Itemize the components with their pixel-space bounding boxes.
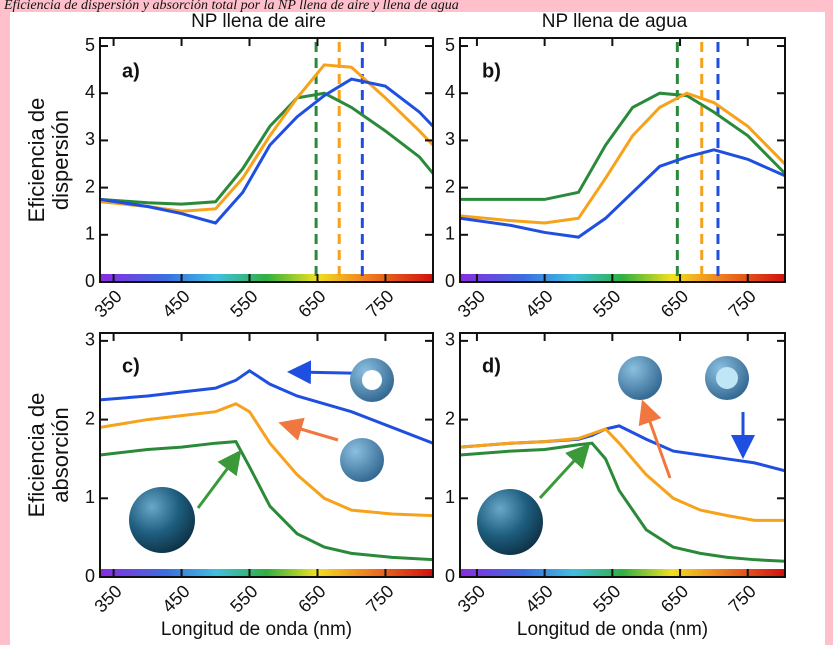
plot-area — [460, 424, 785, 563]
x-axis-label: Longitud de onda (nm) — [161, 619, 352, 640]
series-line — [460, 91, 785, 201]
y-tick-label: 2 — [445, 176, 455, 196]
y-tick-label: 5 — [85, 35, 95, 55]
y-axis-label: dispersión — [48, 110, 73, 210]
series-line — [100, 368, 433, 445]
plot-frame — [99, 37, 434, 283]
panel-label: b) — [482, 60, 501, 82]
y-tick-label: 2 — [85, 176, 95, 196]
series-line — [100, 91, 433, 206]
spectrum-bar — [460, 274, 785, 282]
series-line — [100, 402, 433, 518]
y-tick-label: 5 — [445, 35, 455, 55]
y-tick-label: 2 — [85, 408, 95, 428]
spectrum-bar — [100, 274, 433, 282]
y-axis-label: Eficiencia de — [24, 98, 49, 223]
y-tick-label: 3 — [445, 330, 455, 350]
series-line — [460, 427, 785, 522]
series-line — [100, 440, 433, 562]
series-line — [460, 91, 785, 225]
panel-label: c) — [122, 355, 140, 377]
spectrum-bar — [460, 569, 785, 577]
y-tick-label: 1 — [445, 487, 455, 507]
x-axis-label: Longitud de onda (nm) — [517, 619, 708, 640]
y-tick-label: 1 — [445, 224, 455, 244]
y-tick-label: 3 — [85, 330, 95, 350]
y-tick-label: 1 — [85, 224, 95, 244]
plot-area — [100, 42, 433, 282]
y-axis-label: absorción — [48, 407, 73, 502]
y-tick-label: 0 — [445, 566, 455, 586]
decoration — [129, 356, 755, 555]
plot-frame — [459, 332, 786, 578]
series-line — [100, 63, 433, 213]
series-line — [460, 148, 785, 239]
y-tick-label: 1 — [85, 487, 95, 507]
panel-label: d) — [482, 355, 501, 377]
spectrum-bar — [100, 569, 433, 577]
y-axis-label: Eficiencia de — [24, 393, 49, 518]
y-tick-label: 0 — [85, 566, 95, 586]
plot-area — [460, 42, 785, 282]
plot-frame — [99, 332, 434, 578]
y-tick-label: 0 — [445, 271, 455, 291]
plot-frame — [459, 37, 786, 283]
panel-title: NP llena de aire — [191, 11, 326, 32]
plot-area — [100, 368, 433, 562]
y-tick-label: 4 — [85, 82, 95, 102]
y-tick-label: 4 — [445, 82, 455, 102]
y-tick-label: 0 — [85, 271, 95, 291]
y-tick-label: 2 — [445, 408, 455, 428]
panel-label: a) — [122, 60, 140, 82]
y-tick-label: 3 — [85, 129, 95, 149]
panel-title: NP llena de agua — [542, 11, 688, 32]
series-line — [460, 441, 785, 563]
y-tick-label: 3 — [445, 129, 455, 149]
series-line — [100, 77, 433, 225]
caption: Eficiencia de dispersión y absorción tot… — [3, 0, 459, 13]
